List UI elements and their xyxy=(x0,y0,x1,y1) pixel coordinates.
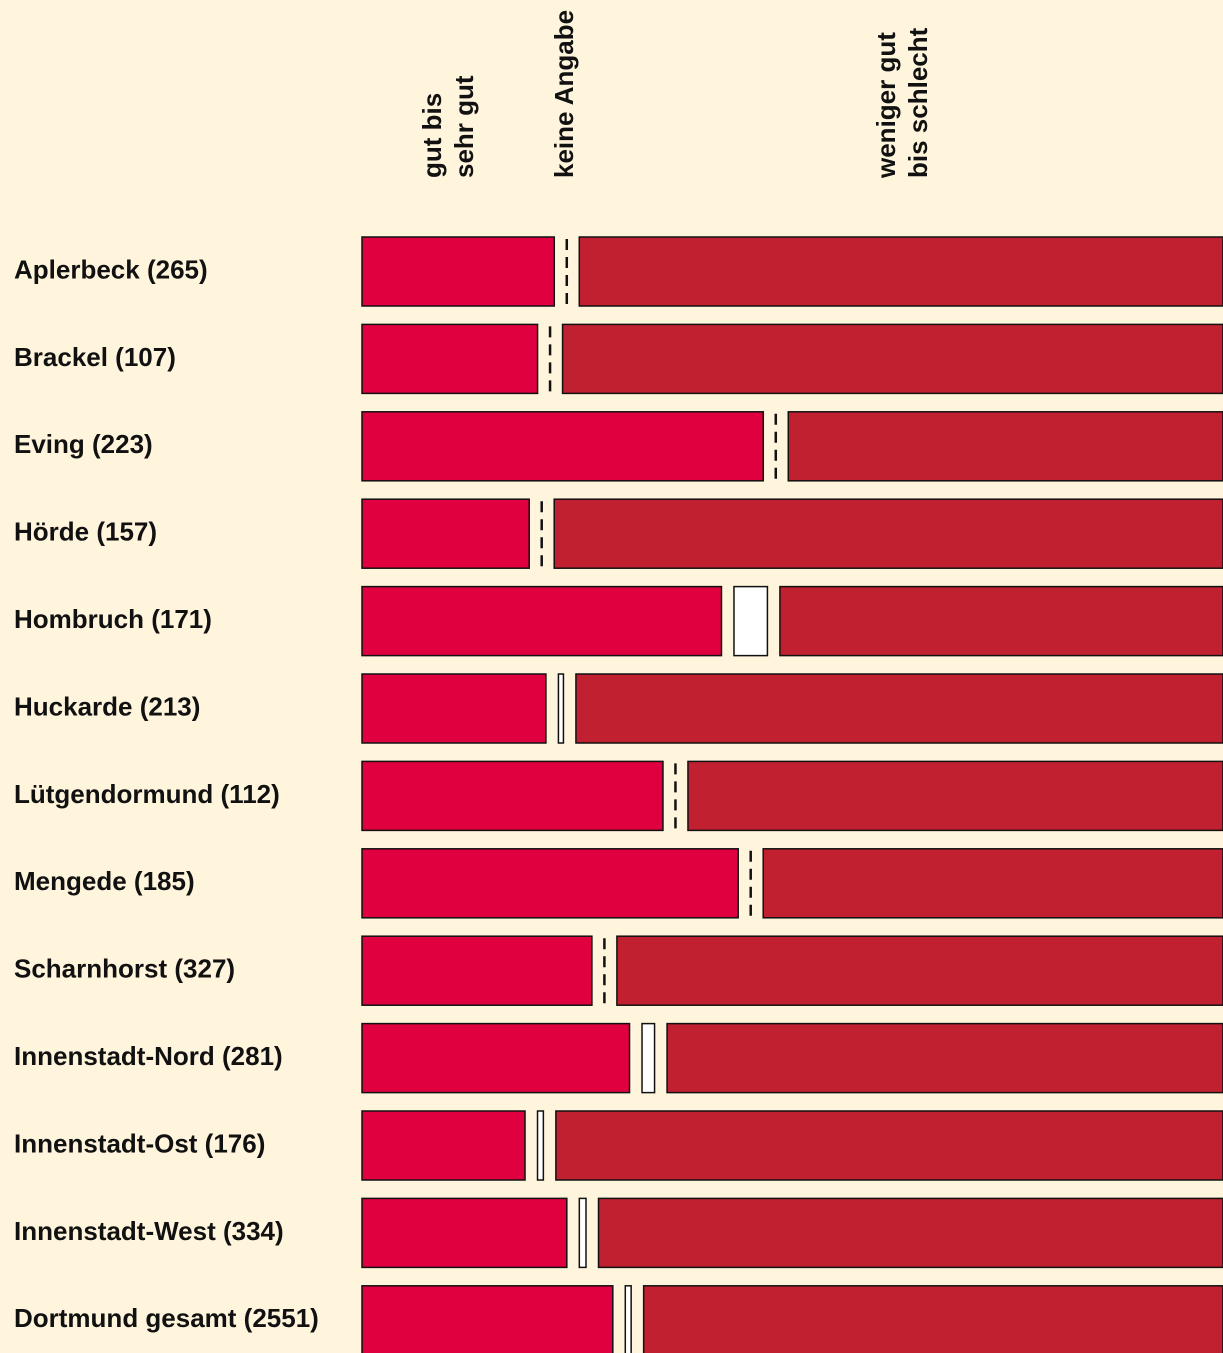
category-label: Lütgendormund (112) xyxy=(14,779,280,809)
bar-segment xyxy=(361,1110,526,1181)
bar-segment xyxy=(561,323,1223,395)
bar-segment xyxy=(624,1285,632,1353)
bar-segment xyxy=(666,1022,1223,1094)
bar-segment xyxy=(687,760,1223,832)
bar-segment xyxy=(762,848,1223,919)
category-label: Hombruch (171) xyxy=(14,604,212,634)
bar-segment xyxy=(361,673,547,744)
bar-segment xyxy=(642,1285,1223,1353)
category-label: Innenstadt-Nord (281) xyxy=(14,1041,283,1071)
legend-label: gut bis sehr gut xyxy=(417,75,479,178)
bar-segment xyxy=(361,1285,614,1353)
legend-label: keine Angabe xyxy=(549,9,579,178)
bar-segment xyxy=(578,1197,587,1269)
bar-segment xyxy=(361,498,530,569)
bar-segment xyxy=(578,236,1223,307)
bar-segment xyxy=(779,585,1223,657)
bar-segment xyxy=(361,323,539,395)
bar-segment xyxy=(361,585,723,657)
bar-segment xyxy=(361,760,664,832)
bar-segment xyxy=(616,935,1223,1006)
bar-segment xyxy=(553,498,1223,569)
category-label: Dortmund gesamt (2551) xyxy=(14,1303,319,1333)
bar-segment xyxy=(361,1022,631,1094)
bar-segment xyxy=(597,1197,1223,1269)
category-label: Brackel (107) xyxy=(14,342,176,372)
bar-segment xyxy=(555,1110,1223,1181)
category-label: Mengede (185) xyxy=(14,866,195,896)
bar-segment xyxy=(361,1197,568,1269)
bar-segment xyxy=(536,1110,545,1181)
bar-segment xyxy=(733,585,769,657)
category-label: Aplerbeck (265) xyxy=(14,254,208,284)
category-label: Innenstadt-Ost (176) xyxy=(14,1128,265,1158)
bar-segment xyxy=(787,411,1223,482)
bar-segment xyxy=(557,673,565,744)
bar-segment xyxy=(361,236,556,307)
category-label: Eving (223) xyxy=(14,429,153,459)
category-label: Scharnhorst (327) xyxy=(14,954,235,984)
bar-segment xyxy=(361,411,765,482)
category-label: Huckarde (213) xyxy=(14,691,200,721)
bar-segment xyxy=(575,673,1223,744)
bar-segment xyxy=(361,935,593,1006)
category-label: Innenstadt-West (334) xyxy=(14,1216,284,1246)
bar-segment xyxy=(641,1022,656,1094)
category-label: Hörde (157) xyxy=(14,517,157,547)
legend-label: weniger gut bis schlecht xyxy=(871,27,933,178)
bar-segment xyxy=(361,848,739,919)
